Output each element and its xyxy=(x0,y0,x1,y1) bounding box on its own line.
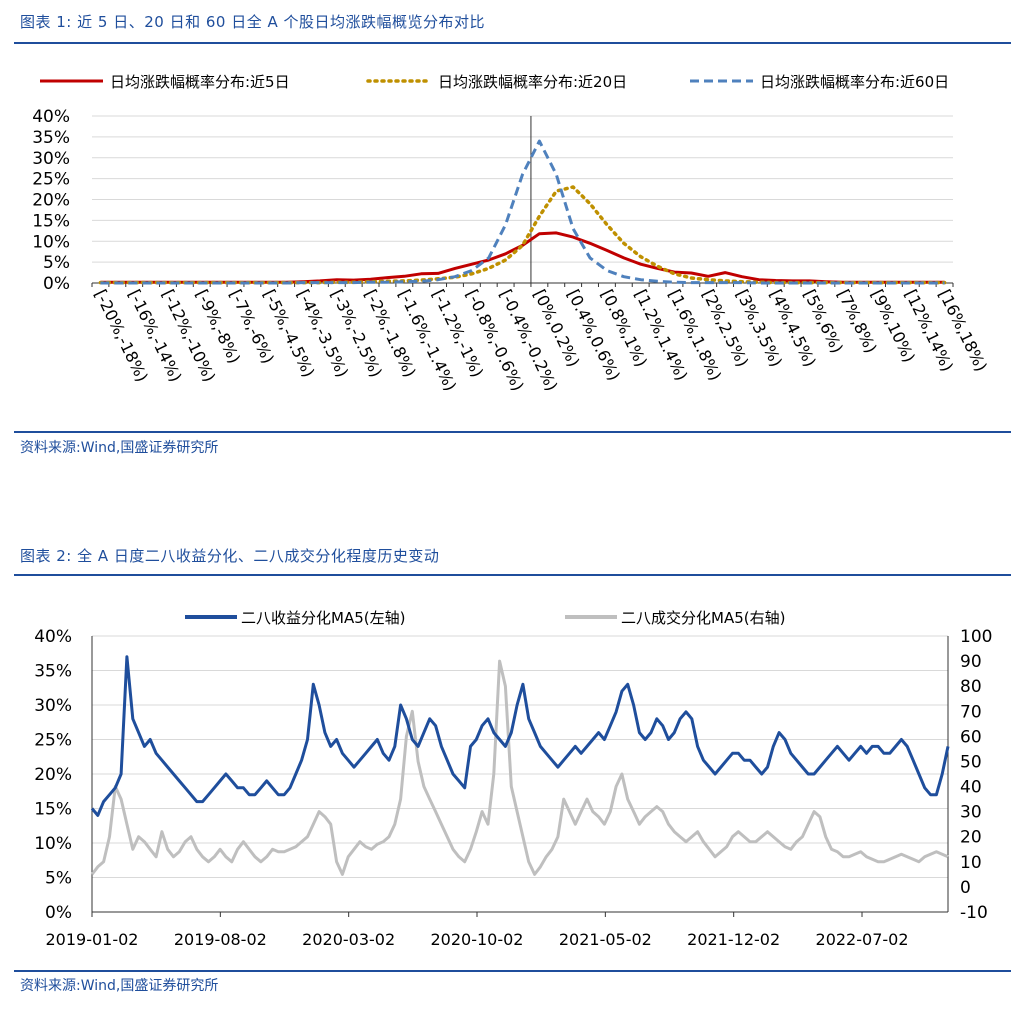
y-left-tick-label: 30% xyxy=(34,696,72,716)
divergence-chart: 0% 5% 10% 15% 20% 25% 30% 35% 40% -10 0 10 20 30 40 50 6… xyxy=(34,609,992,949)
x-tick-label: 2021-12-02 xyxy=(687,930,780,949)
series-line-1 xyxy=(90,655,950,817)
y-tick-label: 15% xyxy=(32,211,70,231)
y-tick-label: 25% xyxy=(32,170,70,190)
figure2-title-rule xyxy=(14,574,1011,576)
y-left-tick-label: 20% xyxy=(34,765,72,785)
legend-label-1: 二八收益分化MA5(左轴) xyxy=(241,609,405,627)
x-tick-label: 2019-01-02 xyxy=(46,930,139,949)
figure2-title: 图表 2: 全 A 日度二八收益分化、二八成交分化程度历史变动 xyxy=(20,547,440,565)
y-right-tick-label: -10 xyxy=(960,903,988,923)
y-tick-label: 20% xyxy=(32,191,70,211)
legend-label-3: 日均涨跌幅概率分布:近60日 xyxy=(760,73,949,91)
figure2-bottom-rule xyxy=(14,970,1011,972)
y-tick-label: 5% xyxy=(43,253,70,273)
y-tick-label: 40% xyxy=(32,107,70,127)
figure1-title: 图表 1: 近 5 日、20 日和 60 日全 A 个股日均涨跌幅概览分布对比 xyxy=(20,13,485,31)
y-right-tick-label: 100 xyxy=(960,627,992,647)
y-right-tick-label: 80 xyxy=(960,677,982,697)
y-tick-label: 35% xyxy=(32,128,70,148)
y-left-tick-label: 15% xyxy=(34,800,72,820)
figure1-source: 资料来源:Wind,国盛证券研究所 xyxy=(20,440,219,456)
y-right-tick-label: 50 xyxy=(960,752,982,772)
x-tick-label: 2019-08-02 xyxy=(174,930,267,949)
y-right-tick-label: 10 xyxy=(960,853,982,873)
y-left-tick-label: 35% xyxy=(34,662,72,682)
y-right-tick-label: 40 xyxy=(960,778,982,798)
y-left-tick-label: 5% xyxy=(45,869,72,889)
y-tick-label: 10% xyxy=(32,232,70,252)
y-right-tick-label: 70 xyxy=(960,702,982,722)
y-tick-label: 0% xyxy=(43,274,70,294)
x-tick-label: 2020-10-02 xyxy=(431,930,524,949)
y-right-tick-label: 0 xyxy=(960,878,971,898)
series-line-1 xyxy=(100,231,945,284)
x-tick-label: 2022-07-02 xyxy=(816,930,909,949)
x-tick-label: 2021-05-02 xyxy=(559,930,652,949)
y-right-tick-label: 30 xyxy=(960,803,982,823)
y-left-tick-label: 40% xyxy=(34,627,72,647)
legend-label-2: 日均涨跌幅概率分布:近20日 xyxy=(438,73,627,91)
y-right-tick-label: 90 xyxy=(960,652,982,672)
y-left-tick-label: 10% xyxy=(34,834,72,854)
x-tick-label: 2020-03-02 xyxy=(302,930,395,949)
figure1-bottom-rule xyxy=(14,431,1011,433)
legend-label-2: 二八成交分化MA5(右轴) xyxy=(621,609,785,627)
distribution-chart: 0%5%10%15%20%25%30%35%40%[-20%,-18%)[-16… xyxy=(32,73,991,394)
series-line-3 xyxy=(100,139,945,285)
y-left-tick-label: 0% xyxy=(45,903,72,923)
y-right-tick-label: 20 xyxy=(960,828,982,848)
series-line-2 xyxy=(90,659,949,876)
y-tick-label: 30% xyxy=(32,149,70,169)
figure2-source: 资料来源:Wind,国盛证券研究所 xyxy=(20,978,219,994)
series-line-2 xyxy=(98,185,947,285)
legend-label-1: 日均涨跌幅概率分布:近5日 xyxy=(110,73,290,91)
figure1-title-rule xyxy=(14,42,1011,44)
y-right-tick-label: 60 xyxy=(960,727,982,747)
y-left-tick-label: 25% xyxy=(34,731,72,751)
